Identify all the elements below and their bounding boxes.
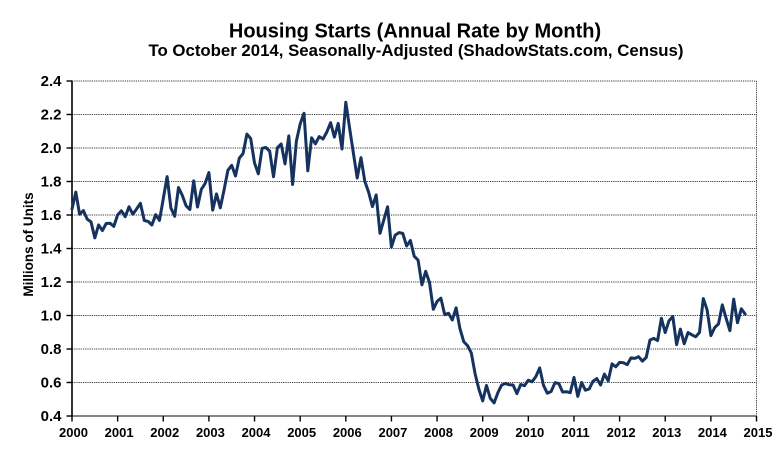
svg-text:2.2: 2.2	[41, 107, 62, 124]
svg-text:2009: 2009	[470, 425, 499, 440]
svg-text:2015: 2015	[744, 425, 773, 440]
svg-text:2008: 2008	[424, 425, 453, 440]
svg-text:0.4: 0.4	[41, 408, 63, 425]
svg-text:2003: 2003	[196, 425, 225, 440]
svg-text:2001: 2001	[105, 425, 134, 440]
svg-text:2000: 2000	[59, 425, 88, 440]
svg-text:1.6: 1.6	[41, 207, 62, 224]
svg-text:1.2: 1.2	[41, 274, 62, 291]
svg-text:2012: 2012	[607, 425, 636, 440]
svg-text:1.0: 1.0	[41, 308, 62, 325]
svg-text:2005: 2005	[287, 425, 316, 440]
svg-text:2014: 2014	[698, 425, 728, 440]
svg-text:2007: 2007	[378, 425, 407, 440]
svg-text:2011: 2011	[561, 425, 589, 440]
svg-text:Millions of Units: Millions of Units	[21, 192, 36, 296]
svg-text:Housing Starts (Annual Rate by: Housing Starts (Annual Rate by Month)	[229, 21, 601, 43]
svg-text:1.4: 1.4	[41, 241, 63, 258]
svg-text:2004: 2004	[242, 425, 272, 440]
svg-text:1.8: 1.8	[41, 174, 62, 191]
svg-text:2.0: 2.0	[41, 140, 62, 157]
svg-text:0.6: 0.6	[41, 375, 62, 392]
svg-text:0.8: 0.8	[41, 341, 62, 358]
svg-text:To October 2014, Seasonally-Ad: To October 2014, Seasonally-Adjusted (Sh…	[149, 41, 684, 60]
svg-text:2.4: 2.4	[41, 73, 63, 90]
svg-text:2013: 2013	[652, 425, 681, 440]
svg-text:2006: 2006	[333, 425, 362, 440]
svg-text:2002: 2002	[150, 425, 179, 440]
svg-text:2010: 2010	[515, 425, 544, 440]
